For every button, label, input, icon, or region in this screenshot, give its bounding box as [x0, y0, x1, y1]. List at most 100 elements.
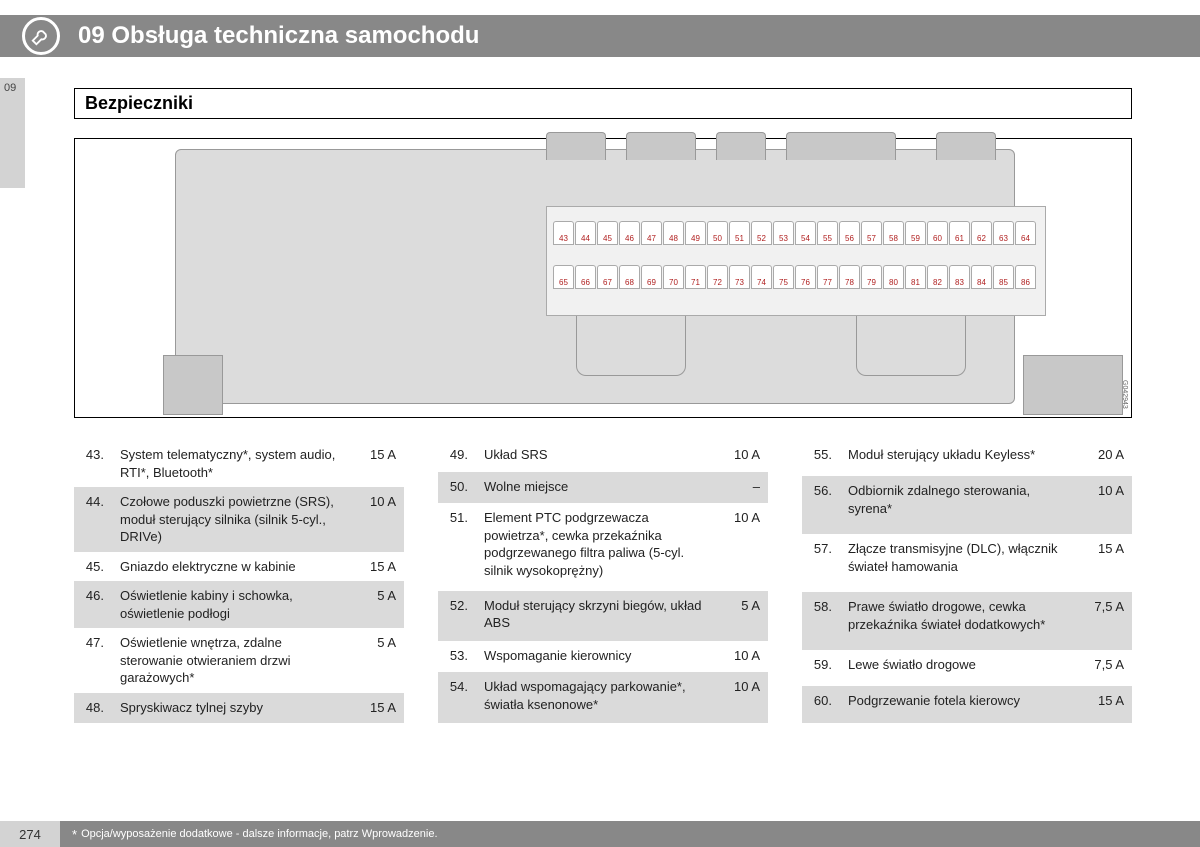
- table-row: 59.Lewe światło drogowe7,5 A: [802, 650, 1132, 686]
- fuse-slot: 70: [663, 265, 684, 289]
- fuse-number: 50.: [438, 472, 476, 504]
- fuse-row-top: 4344454647484950515253545556575859606162…: [553, 221, 1036, 245]
- fuse-slot: 81: [905, 265, 926, 289]
- table-row: 44.Czołowe poduszki powietrzne (SRS), mo…: [74, 487, 404, 552]
- fuse-amperage: 15 A: [1082, 686, 1132, 722]
- fuse-description: Spryskiwacz tylnej szyby: [112, 693, 354, 723]
- section-title-text: Bezpieczniki: [85, 93, 193, 113]
- fuse-slot: 74: [751, 265, 772, 289]
- fuse-number: 58.: [802, 592, 840, 650]
- table-row: 57.Złącze transmisyjne (DLC), włącznik ś…: [802, 534, 1132, 592]
- fuse-slot: 62: [971, 221, 992, 245]
- side-tab: 09: [0, 78, 25, 188]
- fuse-slot: 82: [927, 265, 948, 289]
- fuse-number: 49.: [438, 440, 476, 472]
- side-chapter-num: 09: [4, 82, 16, 94]
- fuse-slot: 76: [795, 265, 816, 289]
- fuse-slot: 59: [905, 221, 926, 245]
- fuse-amperage: 5 A: [354, 628, 404, 693]
- fuse-number: 43.: [74, 440, 112, 487]
- fuse-number: 59.: [802, 650, 840, 686]
- fuse-slot: 45: [597, 221, 618, 245]
- fuse-number: 54.: [438, 672, 476, 722]
- table-row: 46.Oświetlenie kabiny i schowka, oświetl…: [74, 581, 404, 628]
- page-number: 274: [0, 821, 60, 847]
- footer-note: Opcja/wyposażenie dodatkowe - dalsze inf…: [81, 828, 437, 840]
- fuse-slot: 49: [685, 221, 706, 245]
- fuse-description: Czołowe poduszki powietrzne (SRS), moduł…: [112, 487, 354, 552]
- bracket-icon: [856, 316, 966, 376]
- fuse-slot: 78: [839, 265, 860, 289]
- fuse-slot: 63: [993, 221, 1014, 245]
- fuse-amperage: 10 A: [718, 641, 768, 673]
- fuse-amperage: 15 A: [1082, 534, 1132, 592]
- fuse-slot: 52: [751, 221, 772, 245]
- fuse-description: Moduł sterujący skrzyni biegów, układ AB…: [476, 591, 718, 641]
- fuse-slot: 64: [1015, 221, 1036, 245]
- fuse-slot: 85: [993, 265, 1014, 289]
- fuse-slot: 56: [839, 221, 860, 245]
- fuse-amperage: 10 A: [718, 503, 768, 591]
- fuse-slot: 72: [707, 265, 728, 289]
- fuse-slot: 48: [663, 221, 684, 245]
- fuse-slot: 65: [553, 265, 574, 289]
- table-row: 45.Gniazdo elektryczne w kabinie15 A: [74, 552, 404, 582]
- fuse-slot: 46: [619, 221, 640, 245]
- fuse-amperage: 5 A: [718, 591, 768, 641]
- fuse-description: Układ wspomagający parkowanie*, światła …: [476, 672, 718, 722]
- fuse-description: Oświetlenie kabiny i schowka, oświetleni…: [112, 581, 354, 628]
- fuse-slot: 43: [553, 221, 574, 245]
- fuse-description: Element PTC podgrzewacza powietrza*, cew…: [476, 503, 718, 591]
- table-row: 50.Wolne miejsce–: [438, 472, 768, 504]
- fuse-amperage: 15 A: [354, 440, 404, 487]
- fuse-description: Gniazdo elektryczne w kabinie: [112, 552, 354, 582]
- table-row: 58.Prawe światło drogowe, cewka przekaźn…: [802, 592, 1132, 650]
- section-title: Bezpieczniki: [74, 88, 1132, 119]
- fuse-slot: 54: [795, 221, 816, 245]
- fuse-slot: 51: [729, 221, 750, 245]
- fuse-amperage: 7,5 A: [1082, 650, 1132, 686]
- fuse-amperage: 10 A: [1082, 476, 1132, 534]
- fuse-amperage: 7,5 A: [1082, 592, 1132, 650]
- fuse-number: 55.: [802, 440, 840, 476]
- fuse-slot: 73: [729, 265, 750, 289]
- fuse-number: 56.: [802, 476, 840, 534]
- fuse-description: Moduł sterujący układu Keyless*: [840, 440, 1082, 476]
- fuse-number: 47.: [74, 628, 112, 693]
- fuse-slot: 50: [707, 221, 728, 245]
- fuse-amperage: 20 A: [1082, 440, 1132, 476]
- fuse-table-3: 55.Moduł sterujący układu Keyless*20 A56…: [802, 440, 1132, 723]
- fuse-slot: 60: [927, 221, 948, 245]
- fuse-description: Podgrzewanie fotela kierowcy: [840, 686, 1082, 722]
- fuse-slot: 71: [685, 265, 706, 289]
- fuse-slot: 57: [861, 221, 882, 245]
- fuse-amperage: 10 A: [718, 672, 768, 722]
- fuse-amperage: 15 A: [354, 693, 404, 723]
- fuse-slot: 55: [817, 221, 838, 245]
- diagram-ref: G042943: [1121, 380, 1128, 409]
- fuse-slot: 68: [619, 265, 640, 289]
- fuse-number: 52.: [438, 591, 476, 641]
- connector-icon: [936, 132, 996, 160]
- fuse-slot: 75: [773, 265, 794, 289]
- fuse-slot: 44: [575, 221, 596, 245]
- fuse-description: Wolne miejsce: [476, 472, 718, 504]
- table-row: 49.Układ SRS10 A: [438, 440, 768, 472]
- table-row: 53.Wspomaganie kierownicy10 A: [438, 641, 768, 673]
- fuse-slot: 58: [883, 221, 904, 245]
- side-piece-icon: [163, 355, 223, 415]
- fuse-slot: 67: [597, 265, 618, 289]
- table-row: 55.Moduł sterujący układu Keyless*20 A: [802, 440, 1132, 476]
- fuse-slot: 79: [861, 265, 882, 289]
- table-row: 48.Spryskiwacz tylnej szyby15 A: [74, 693, 404, 723]
- fuse-description: Wspomaganie kierownicy: [476, 641, 718, 673]
- fuse-box-body: 4344454647484950515253545556575859606162…: [175, 149, 1015, 404]
- table-row: 60.Podgrzewanie fotela kierowcy15 A: [802, 686, 1132, 722]
- fuse-number: 51.: [438, 503, 476, 591]
- table-row: 56.Odbiornik zdalnego sterowania, syrena…: [802, 476, 1132, 534]
- fuse-number: 45.: [74, 552, 112, 582]
- fuse-diagram: 4344454647484950515253545556575859606162…: [74, 138, 1132, 418]
- fuse-amperage: 10 A: [718, 440, 768, 472]
- fuse-row-bot: 6566676869707172737475767778798081828384…: [553, 265, 1036, 289]
- fuse-number: 48.: [74, 693, 112, 723]
